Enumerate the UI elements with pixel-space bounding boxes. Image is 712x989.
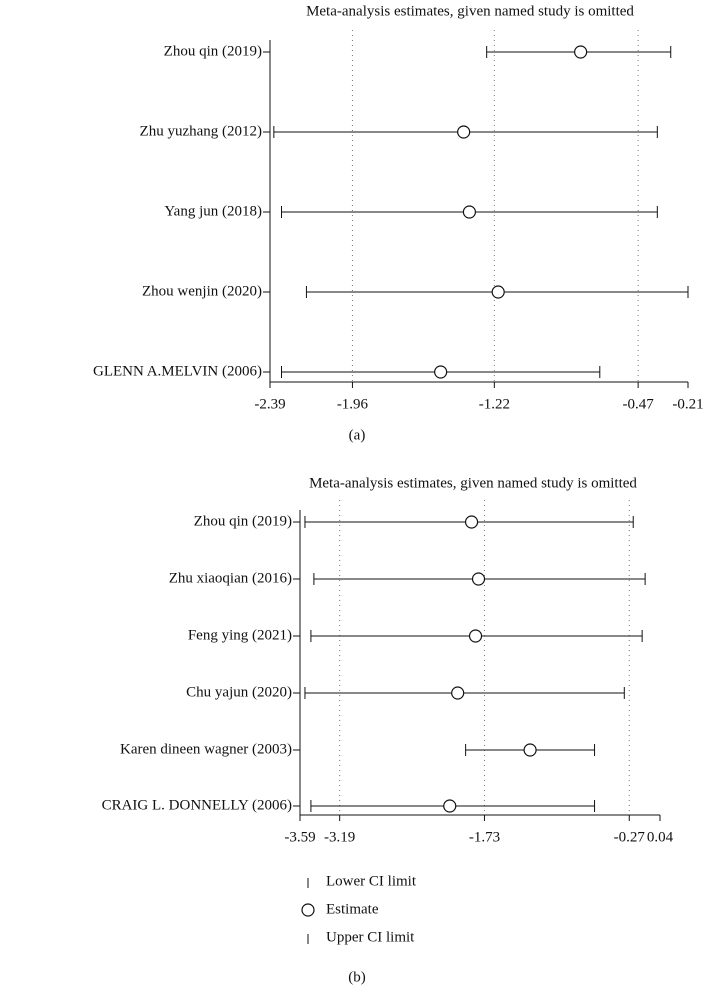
y-tick-label: Zhu xiaoqian (2016) [169, 570, 292, 586]
y-tick-label: Zhou wenjin (2020) [142, 283, 262, 299]
x-tick-label: -1.96 [337, 396, 369, 412]
x-tick-label: -0.47 [623, 396, 655, 412]
y-tick-label: Zhu yuzhang (2012) [140, 123, 262, 139]
estimate-marker [523, 743, 537, 757]
y-tick-label: Yang jun (2018) [164, 203, 262, 219]
caption: (a) [349, 427, 366, 443]
y-tick-label: CRAIG L. DONNELLY (2006) [102, 797, 292, 813]
x-tick-label: -0.21 [672, 396, 703, 412]
legend-label: Lower CI limit [326, 873, 417, 889]
x-tick-label: -1.22 [479, 396, 510, 412]
caption: (b) [348, 969, 366, 985]
estimate-marker [464, 515, 479, 529]
x-tick-label: -1.73 [469, 829, 500, 845]
legend-label: Estimate [326, 901, 379, 917]
estimate-marker [574, 45, 588, 59]
estimate-marker [434, 365, 448, 379]
estimate-marker [468, 629, 483, 643]
chart-title: Meta-analysis estimates, given named stu… [306, 3, 634, 19]
legend-label: Upper CI limit [326, 929, 415, 945]
legend-symbol [301, 903, 315, 917]
y-tick-label: Zhou qin (2019) [194, 513, 292, 529]
estimate-marker [471, 572, 486, 586]
estimate-marker [462, 205, 477, 219]
x-tick-label: 0.04 [647, 829, 674, 845]
estimate-marker [457, 125, 471, 139]
y-tick-label: Zhou qin (2019) [164, 43, 262, 59]
x-tick-label: -3.19 [324, 829, 355, 845]
estimate-marker [491, 285, 505, 299]
y-tick-label: Karen dineen wagner (2003) [120, 741, 292, 757]
chart-title: Meta-analysis estimates, given named stu… [309, 475, 637, 491]
y-tick-label: GLENN A.MELVIN (2006) [93, 363, 262, 379]
y-tick-label: Feng ying (2021) [188, 627, 292, 643]
x-tick-label: -2.39 [254, 396, 285, 412]
estimate-marker [443, 799, 457, 813]
x-tick-label: -0.27 [614, 829, 646, 845]
x-tick-label: -3.59 [284, 829, 315, 845]
y-tick-label: Chu yajun (2020) [186, 684, 292, 700]
estimate-marker [451, 686, 465, 700]
